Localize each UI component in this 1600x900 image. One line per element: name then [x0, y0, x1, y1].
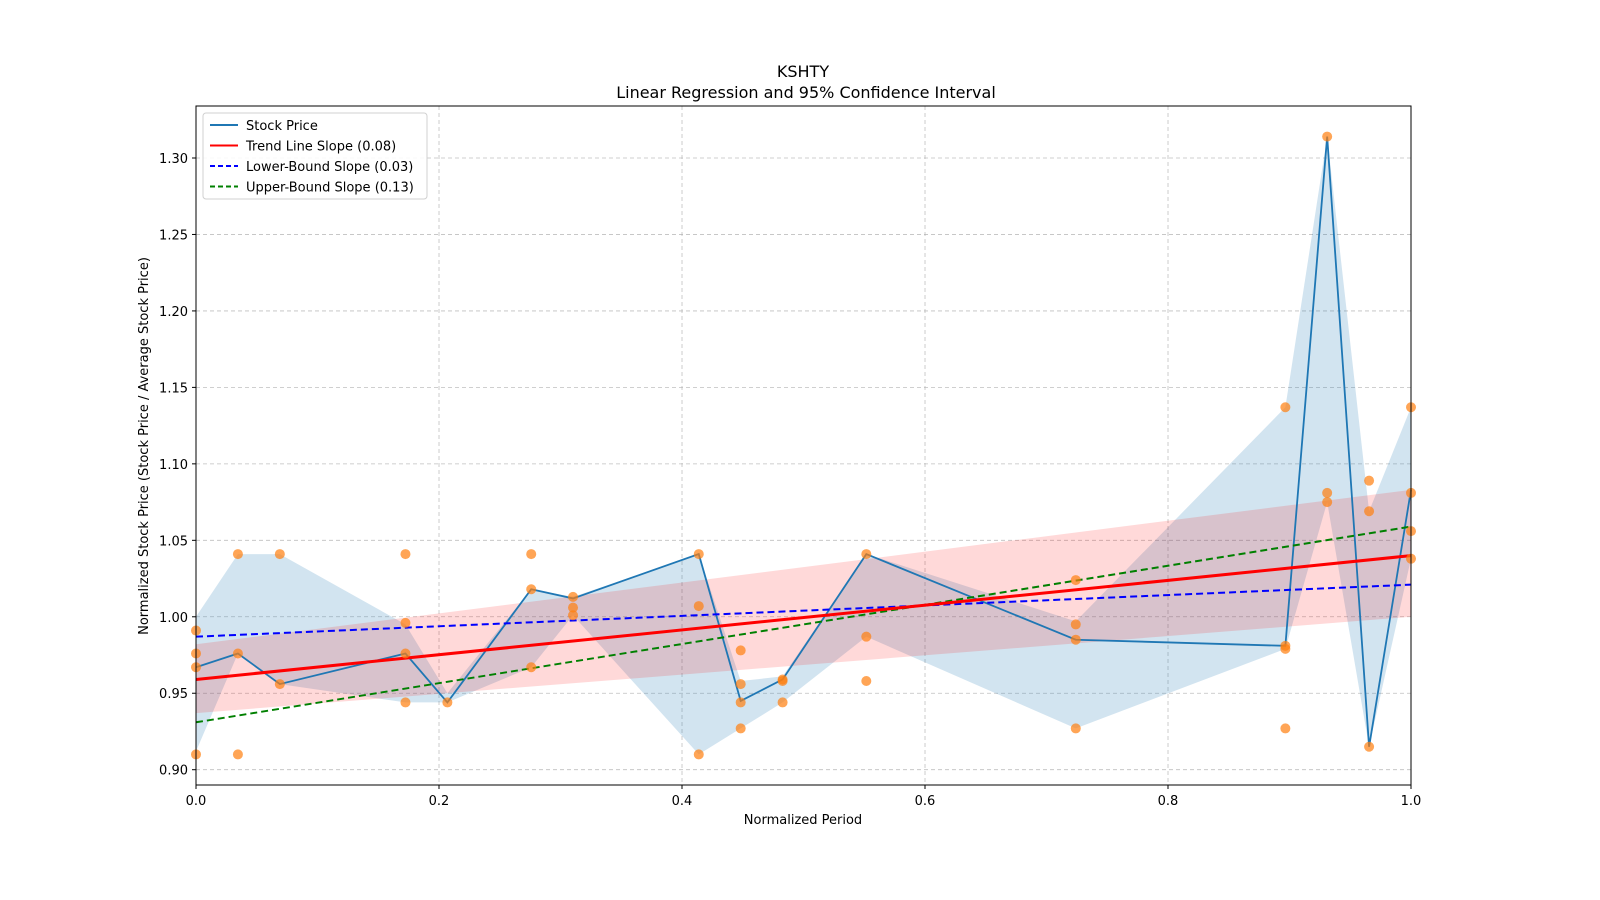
scatter-point — [274, 679, 285, 690]
scatter-point — [568, 610, 579, 621]
scatter-point — [861, 676, 872, 687]
scatter-point — [1280, 723, 1291, 734]
y-tick-label: 1.30 — [159, 152, 188, 167]
scatter-point — [568, 602, 579, 613]
upper-bound-line — [195, 525, 1412, 724]
x-tick-label: 0.8 — [1158, 794, 1179, 809]
chart-title: KSHTY — [777, 62, 829, 81]
scatter-point — [735, 697, 746, 708]
scatter-point — [274, 549, 285, 560]
scatter-point — [232, 749, 243, 760]
y-tick-label: 0.95 — [159, 687, 188, 702]
scatter-point — [400, 697, 411, 708]
y-tick-label: 1.10 — [159, 458, 188, 473]
stock-price-confidence-band — [196, 136, 1411, 755]
x-tick-label: 1.0 — [1401, 794, 1422, 809]
scatter-point — [1070, 575, 1081, 586]
scatter-point — [526, 549, 537, 560]
confidence-bands — [196, 136, 1411, 755]
scatter-point — [400, 549, 411, 560]
legend: Stock Price Trend Line Slope (0.08) Lower-… — [202, 112, 428, 200]
scatter-point — [735, 645, 746, 656]
scatter-point — [777, 697, 788, 708]
scatter-point — [1280, 643, 1291, 654]
scatter-point — [735, 679, 746, 690]
scatter-point — [1322, 131, 1333, 142]
x-tick-label: 0.0 — [186, 794, 207, 809]
scatter-point — [735, 723, 746, 734]
lower-bound-line — [195, 583, 1412, 638]
legend-label: Stock Price — [246, 119, 318, 134]
scatter-point — [1364, 741, 1375, 752]
y-axis-ticks: 0.90 0.95 1.00 1.05 1.10 1.15 1.20 1.25 1.30 — [159, 152, 196, 779]
series-lines — [195, 136, 1412, 747]
y-tick-label: 1.25 — [159, 228, 188, 243]
x-tick-label: 0.4 — [672, 794, 693, 809]
legend-label: Trend Line Slope (0.08) — [245, 140, 396, 155]
scatter-point — [693, 601, 704, 612]
scatter-point — [568, 591, 579, 602]
legend-label: Lower-Bound Slope (0.03) — [246, 160, 413, 175]
x-tick-label: 0.2 — [429, 794, 450, 809]
x-axis-label: Normalized Period — [744, 813, 862, 828]
y-axis-label: Normalized Stock Price (Stock Price / Av… — [137, 257, 152, 635]
scatter-point — [400, 648, 411, 659]
plot-frame — [195, 105, 1412, 786]
scatter-point — [861, 631, 872, 642]
scatter-point — [1070, 723, 1081, 734]
scatter-point — [693, 749, 704, 760]
legend-box — [202, 112, 428, 200]
scatter-point — [1322, 487, 1333, 498]
trend-line — [195, 554, 1412, 681]
scatter-point — [1364, 475, 1375, 486]
scatter-point — [861, 549, 872, 560]
y-tick-label: 1.15 — [159, 381, 188, 396]
scatter-point — [1364, 506, 1375, 517]
scatter-point — [526, 662, 537, 673]
scatter-point — [693, 549, 704, 560]
y-tick-label: 0.90 — [159, 764, 188, 779]
scatter-point — [1070, 634, 1081, 645]
scatter-point — [232, 549, 243, 560]
x-axis-ticks: 0.0 0.2 0.4 0.6 0.8 1.0 — [186, 785, 1422, 809]
scatter-point — [442, 697, 453, 708]
y-tick-label: 1.05 — [159, 534, 188, 549]
scatter-point — [526, 584, 537, 595]
scatter-point — [1322, 497, 1333, 508]
legend-label: Upper-Bound Slope (0.13) — [246, 181, 414, 196]
chart-subtitle: Linear Regression and 95% Confidence Int… — [616, 83, 996, 102]
x-tick-label: 0.6 — [915, 794, 936, 809]
scatter-point — [232, 648, 243, 659]
scatter-point — [1070, 619, 1081, 630]
scatter-point — [1280, 402, 1291, 413]
y-tick-label: 1.20 — [159, 305, 188, 320]
scatter-point — [777, 676, 788, 687]
trend-confidence-band — [196, 489, 1411, 714]
y-tick-label: 1.00 — [159, 611, 188, 626]
scatter-point — [400, 617, 411, 628]
